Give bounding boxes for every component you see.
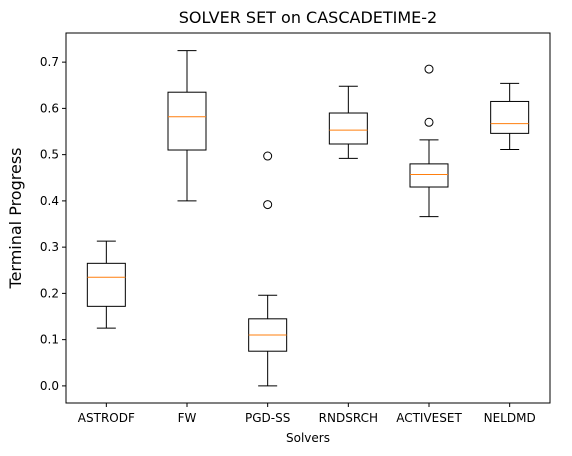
box-neldmd <box>490 82 530 151</box>
y-tick-label: 0.1 <box>40 333 59 347</box>
box-series <box>86 50 530 387</box>
x-axis-label: Solvers <box>286 431 330 445</box>
y-tick-label: 0.2 <box>40 286 59 300</box>
y-axis-label: Terminal Progress <box>6 148 25 290</box>
x-tick-label: PGD-SS <box>245 411 290 425</box>
iqr-box <box>490 100 530 134</box>
y-axis: 0.0 0.1 0.2 0.3 0.4 0.5 0.6 0.7 <box>40 55 66 393</box>
x-tick-label: ASTRODF <box>78 411 135 425</box>
box-pgd-ss <box>248 151 288 387</box>
y-tick-label: 0.5 <box>40 148 59 162</box>
y-tick-label: 0.0 <box>40 379 59 393</box>
box-astrodf <box>86 240 126 329</box>
iqr-box <box>167 91 207 151</box>
x-tick-label: NELDMD <box>484 411 536 425</box>
box-fw <box>167 50 207 202</box>
x-tick-label: ACTIVESET <box>396 411 462 425</box>
outlier-point <box>263 200 273 210</box>
y-tick-label: 0.3 <box>40 240 59 254</box>
iqr-box <box>328 112 368 145</box>
box-activeset <box>409 64 449 218</box>
outlier-point <box>424 64 434 74</box>
iqr-box <box>409 163 449 188</box>
y-tick-label: 0.7 <box>40 55 59 69</box>
y-tick-label: 0.4 <box>40 194 59 208</box>
x-tick-label: FW <box>178 411 197 425</box>
y-tick-label: 0.6 <box>40 101 59 115</box>
x-tick-label: RNDSRCH <box>319 411 378 425</box>
outlier-point <box>424 117 434 127</box>
iqr-box <box>86 262 126 307</box>
outlier-point <box>263 151 273 161</box>
chart-title: SOLVER SET on CASCADETIME-2 <box>179 8 437 27</box>
plot-area <box>65 32 551 404</box>
box-rndsrch <box>328 85 368 159</box>
x-axis: ASTRODF FW PGD-SS RNDSRCH ACTIVESET NELDMD <box>78 403 536 425</box>
